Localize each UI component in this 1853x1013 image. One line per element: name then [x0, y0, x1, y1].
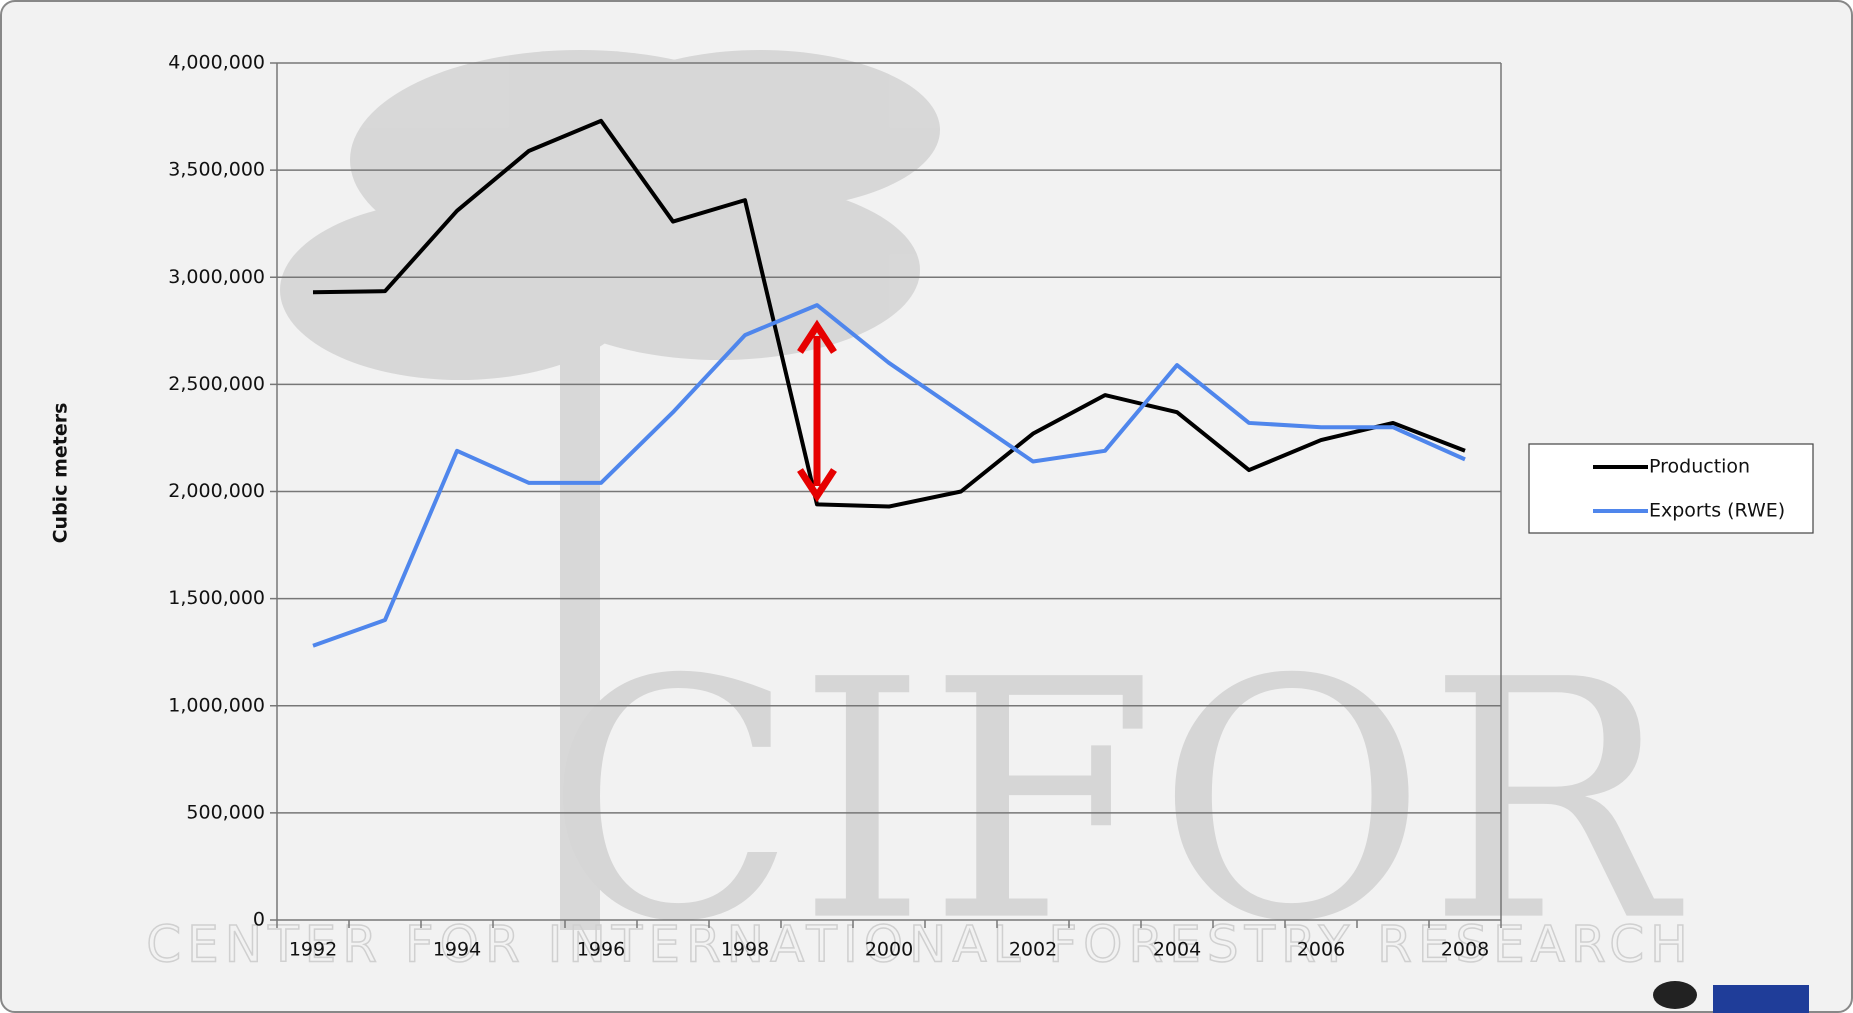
y-tick-label: 3,000,000 — [168, 266, 265, 288]
y-tick-label: 4,000,000 — [168, 52, 265, 74]
x-tick-label: 1994 — [433, 939, 481, 961]
y-tick-label: 1,000,000 — [168, 694, 265, 716]
y-tick-label: 1,500,000 — [168, 587, 265, 609]
legend-label: Exports (RWE) — [1649, 500, 1785, 522]
x-tick-label: 2008 — [1441, 939, 1489, 961]
logos — [1653, 981, 1809, 1013]
page: CIFOR CENTER FOR INTERNATIONAL FORESTRY … — [0, 0, 1853, 1013]
y-tick-label: 500,000 — [186, 801, 265, 823]
y-tick-label: 2,500,000 — [168, 373, 265, 395]
x-tick-label: 1992 — [289, 939, 337, 961]
x-tick-label: 2000 — [865, 939, 913, 961]
x-tick-label: 2006 — [1297, 939, 1345, 961]
x-tick-label: 2002 — [1009, 939, 1057, 961]
legend-label: Production — [1649, 456, 1750, 478]
x-tick-label: 1998 — [721, 939, 769, 961]
x-tick-label: 1996 — [577, 939, 625, 961]
y-tick-label: 2,000,000 — [168, 480, 265, 502]
x-tick-label: 2004 — [1153, 939, 1201, 961]
chart: CIFOR CENTER FOR INTERNATIONAL FORESTRY … — [0, 0, 1853, 1013]
y-tick-label: 0 — [253, 909, 265, 931]
y-tick-label: 3,500,000 — [168, 159, 265, 181]
y-axis-label: Cubic meters — [50, 403, 72, 544]
